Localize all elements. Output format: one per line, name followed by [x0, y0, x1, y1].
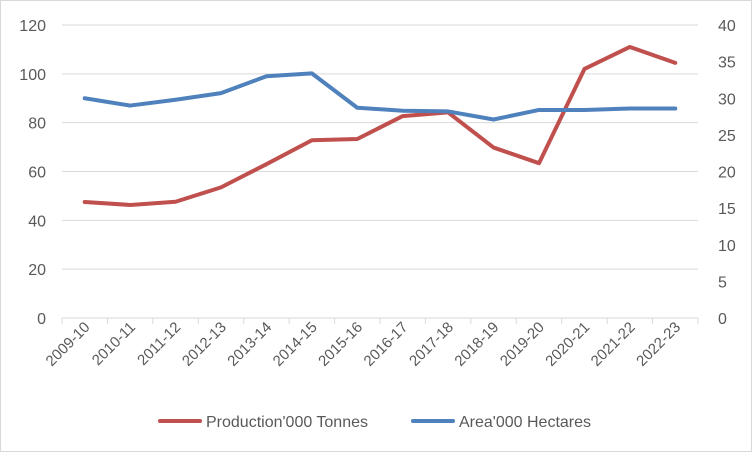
- series-line-area: [85, 73, 676, 119]
- right-y-tick-label: 25: [718, 128, 736, 145]
- x-tick-label: 2009-10: [43, 319, 94, 370]
- left-y-tick-label: 120: [19, 18, 46, 35]
- left-y-tick-label: 60: [28, 165, 46, 182]
- left-y-tick-label: 40: [28, 213, 46, 230]
- x-tick-label: 2021-22: [588, 319, 639, 370]
- left-y-tick-label: 0: [37, 311, 46, 328]
- x-tick-label: 2019-20: [497, 319, 548, 370]
- x-tick-label: 2018-19: [451, 319, 502, 370]
- gridlines: [62, 25, 698, 318]
- x-tick-label: 2014-15: [270, 319, 321, 370]
- right-y-tick-label: 20: [718, 165, 736, 182]
- x-tick-label: 2013-14: [224, 319, 275, 370]
- x-tick-label: 2015-16: [315, 319, 366, 370]
- right-y-axis: 0 5 10 15 20 25 30 35 40: [718, 18, 736, 328]
- right-y-tick-label: 30: [718, 91, 736, 108]
- x-tick-label: 2022-23: [633, 319, 684, 370]
- right-y-tick-label: 0: [718, 311, 727, 328]
- series-lines: [85, 47, 676, 205]
- legend-label: Area'000 Hectares: [459, 414, 591, 431]
- x-tick-label: 2011-12: [134, 319, 184, 369]
- right-y-tick-label: 40: [718, 18, 736, 35]
- x-tick-label: 2016-17: [361, 319, 412, 370]
- x-tick-label: 2020-21: [542, 319, 593, 370]
- series-line-production: [85, 47, 676, 205]
- right-y-tick-label: 35: [718, 55, 736, 72]
- right-y-tick-label: 5: [718, 274, 727, 291]
- left-y-tick-label: 20: [28, 262, 46, 279]
- x-tick-label: 2012-13: [179, 319, 230, 370]
- x-axis: 2009-102010-112011-122012-132013-142014-…: [43, 318, 698, 370]
- right-y-tick-label: 15: [718, 201, 736, 218]
- left-y-tick-label: 100: [19, 67, 46, 84]
- left-y-axis: 0 20 40 60 80 100 120: [19, 18, 46, 328]
- x-tick-label: 2017-18: [406, 319, 457, 370]
- legend-label: Production'000 Tonnes: [206, 414, 368, 431]
- right-y-tick-label: 10: [718, 238, 736, 255]
- left-y-tick-label: 80: [28, 116, 46, 133]
- legend: Production'000 Tonnes Area'000 Hectares: [160, 414, 591, 431]
- x-tick-label: 2010-11: [89, 319, 139, 369]
